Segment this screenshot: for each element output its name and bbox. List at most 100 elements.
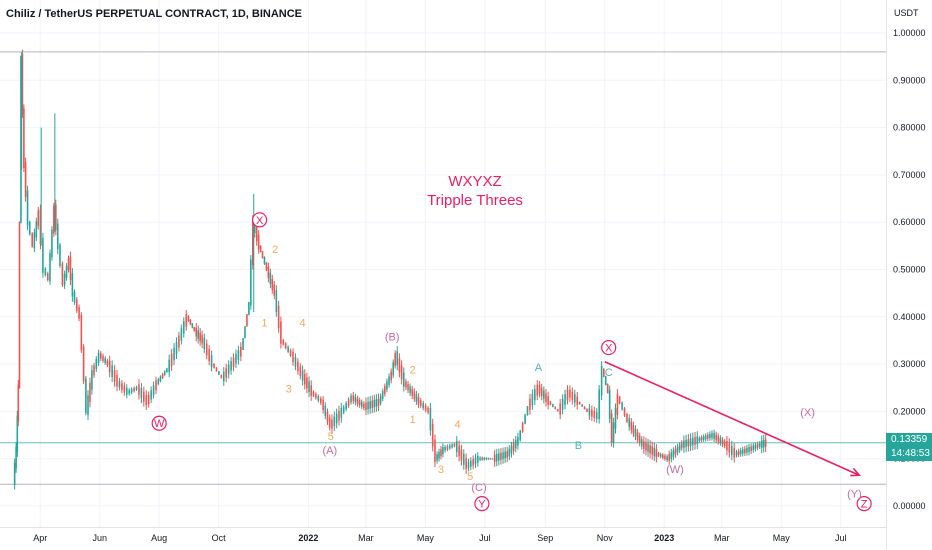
price-candle-body [651,446,654,455]
price-candle-body [581,404,583,407]
price-candle-body [733,448,736,458]
wave-label-y-paren: (Y) [847,488,862,500]
price-candle-body [173,347,175,361]
wave-num-5a: 5 [328,431,334,443]
price-candle-body [593,410,596,418]
x-tick-label: 2023 [654,533,674,543]
price-candle-body [187,316,190,322]
price-candle-body [442,446,444,454]
price-candle-body [591,409,593,417]
price-candle-body [128,390,131,394]
price-candle-body [213,363,215,369]
price-candle-body [692,437,694,446]
price-candle-body [719,437,722,444]
price-candle-body [634,428,637,437]
price-candle-body [706,434,709,439]
price-candle-body [600,365,603,396]
price-candle-body [698,437,701,441]
price-candle-body [472,459,474,466]
price-candle-body [760,440,763,448]
price-candle-body [147,394,150,405]
y-tick-label: 0.90000 [893,75,926,85]
price-candle-body [614,408,617,429]
price-candle-body [183,321,185,334]
price-candle-body [195,327,198,337]
price-candle-body [35,221,38,238]
chart-annotation: WXYXZ Tripple Threes [380,172,570,210]
price-candle-body [748,447,750,453]
price-candle-body [53,205,55,234]
price-candle-body [458,445,460,457]
wave-num-2b: 2 [410,365,416,377]
price-candle-body [390,371,392,381]
price-candle-body [269,272,272,284]
price-candle-body [451,444,453,448]
price-candle-body [417,396,420,405]
price-candle-body [386,381,388,390]
price-candle-body [73,291,76,303]
price-candle-body [324,405,327,417]
price-candle-body [536,384,539,396]
price-candle-body [721,439,724,445]
price-candle-body [63,273,66,286]
price-candle-body [210,355,213,368]
price-candle-body [744,448,746,454]
price-candle-body [455,441,458,453]
price-candle-body [21,53,24,114]
price-candle-body [500,452,502,460]
countdown-badge: 14:48:53 [886,447,932,461]
price-candle-body [106,360,109,366]
price-candle-body [381,390,384,399]
price-candle-body [574,394,576,403]
price-candle-body [69,256,72,280]
price-candle-body [312,391,315,396]
price-candle-body [71,273,74,297]
y-tick-label: 0.00000 [893,501,926,511]
wave-label-a-paren: (A) [322,445,337,457]
y-tick-label: 1.00000 [893,28,926,38]
price-candle-body [489,458,492,460]
price-candle-body [93,365,95,376]
price-candle-body [180,328,183,341]
projection-line [604,361,860,476]
price-candle-body [483,457,486,460]
x-tick-label: Mar [714,533,730,543]
price-candle-body [208,349,210,362]
price-candle-body [292,352,294,362]
last-price-badge: 0.13359 [886,433,932,447]
price-candle-body [659,453,662,457]
price-candle-body [453,443,456,447]
wave-label-y: Y [478,499,486,511]
price-candle-body [335,413,338,424]
x-axis: Apr Jun Aug Oct 2022 Mar May Jul Sep Nov 2023 Mar Ma… [33,533,846,543]
price-candle-body [242,338,244,350]
price-candle-body [470,460,472,467]
price-candle-body [255,226,258,242]
price-candle-body [512,442,515,451]
price-candle-body [491,458,494,460]
price-candle-body [474,457,477,465]
price-candle-body [197,330,199,339]
price-candle-body [388,376,390,385]
price-candle-body [322,399,324,411]
grid [0,0,886,527]
price-candle-body [261,251,264,259]
price-candle-body [758,443,761,447]
y-tick-label: 0.60000 [893,217,926,227]
price-candle-body [424,405,427,411]
price-candle-body [407,383,409,391]
price-candle-body [23,108,25,169]
price-candle-body [87,395,89,415]
price-candle-body [59,244,61,266]
wave-labels: W X X Y Z 1 2 3 4 5 1 2 3 4 5 (A) (B) (C) (W) (X) (Y) A B C [151,212,872,512]
price-candle-body [649,445,651,454]
price-candle-body [26,190,29,226]
price-candle-body [271,278,274,290]
price-candle-body [347,399,350,406]
price-candle-body [569,389,571,398]
wave-label-b-paren: (B) [385,331,400,343]
wave-label-c-paren: (C) [471,482,486,494]
price-candle-body [246,314,248,327]
x-tick-label: Jun [92,533,107,543]
